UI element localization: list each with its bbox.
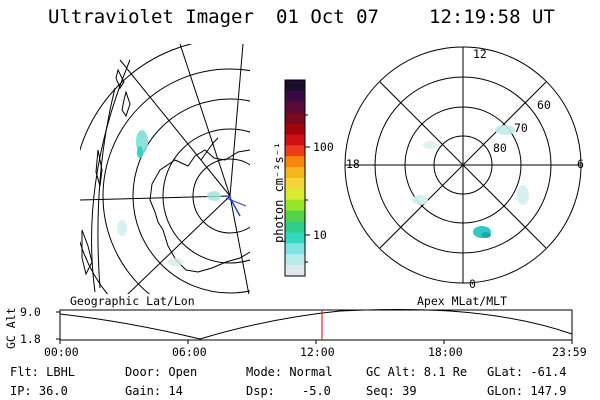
gc-alt-status: GC Alt: 8.1 Re (366, 365, 468, 379)
gc-ytick-9: 9.0 (20, 305, 41, 319)
colorbar-cell (285, 145, 305, 157)
geographic-map (80, 44, 250, 294)
apex-map (344, 46, 582, 284)
glat-status: GLat: -61.4 (487, 365, 567, 379)
dsp-label: Dsp: (246, 384, 275, 398)
colorbar (284, 79, 310, 277)
gc-ytick-1-8: 1.8 (20, 332, 41, 346)
gc-xtick-0000: 00:00 (44, 345, 79, 359)
colorbar-cell (285, 210, 305, 223)
mlt-label-12: 12 (473, 47, 487, 61)
time-label: 12:19:58 UT (429, 6, 555, 28)
colorbar-cell (285, 254, 305, 266)
instrument-title: Ultraviolet Imager (48, 6, 254, 28)
colorbar-tick-100: 100 (313, 140, 334, 154)
colorbar-cell (285, 156, 305, 168)
colorbar-cell (285, 178, 305, 190)
door-status: Door: Open (125, 365, 198, 379)
mlt-label-6: 6 (577, 157, 584, 171)
mlt-label-18: 18 (346, 157, 360, 171)
colorbar-cell (285, 123, 305, 136)
colorbar-cell (285, 134, 305, 146)
ip-status: IP: 36.0 (10, 384, 68, 398)
gain-status: Gain: 14 (125, 384, 183, 398)
gc-xtick-0600: 06:00 (172, 345, 207, 359)
colorbar-cell (285, 243, 305, 255)
mlat-label-70: 70 (514, 121, 528, 135)
colorbar-cell (285, 221, 305, 234)
mlat-label-80: 80 (493, 141, 507, 155)
mlt-label-0: 0 (469, 277, 476, 291)
mode-status: Mode: Normal (246, 365, 333, 379)
geographic-caption: Geographic Lat/Lon (70, 294, 195, 308)
colorbar-cell (285, 232, 305, 244)
colorbar-tick-10: 10 (313, 228, 327, 242)
mlat-label-60: 60 (537, 98, 551, 112)
gc-xtick-1200: 12:00 (300, 345, 335, 359)
gc-altitude-plot (56, 309, 573, 344)
colorbar-cell (285, 101, 305, 114)
date-label: 01 Oct 07 (276, 6, 379, 28)
colorbar-cell (285, 112, 305, 125)
apex-caption: Apex MLat/MLT (417, 294, 508, 308)
glon-status: GLon: 147.9 (487, 384, 567, 398)
dsp-value: -5.0 (302, 384, 331, 398)
colorbar-unit-label: photon cm⁻²s⁻¹ (272, 141, 286, 243)
gc-xtick-1800: 18:00 (428, 345, 463, 359)
colorbar-cell (285, 188, 305, 201)
filter-status: Flt: LBHL (10, 365, 76, 379)
colorbar-cell (285, 265, 305, 277)
gc-alt-ylabel: GC Alt (4, 307, 18, 349)
colorbar-cell (285, 199, 305, 212)
gc-xtick-2359: 23:59 (552, 345, 587, 359)
colorbar-cell (285, 167, 305, 179)
colorbar-cell (285, 80, 305, 92)
seq-status: Seq: 39 (366, 384, 417, 398)
colorbar-cell (285, 90, 305, 103)
